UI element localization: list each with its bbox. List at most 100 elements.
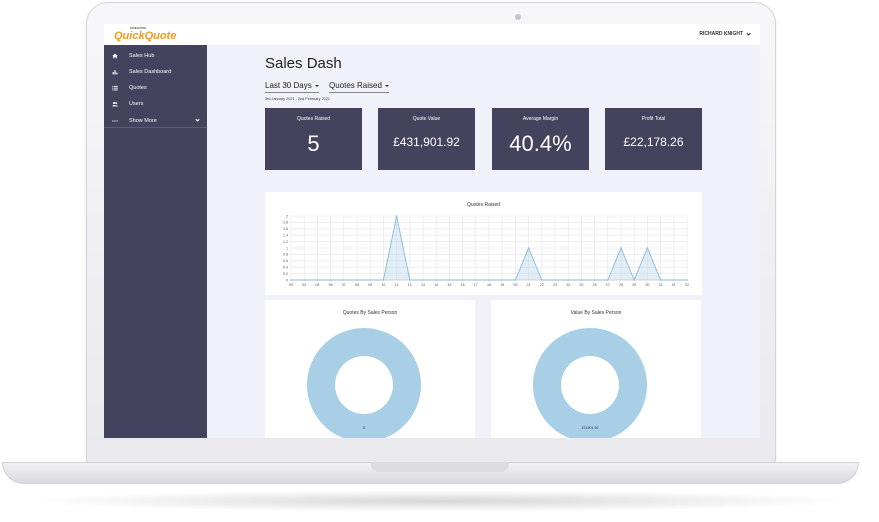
sidebar-item-label: Show More (129, 118, 157, 124)
x-tick-label: 06 (329, 283, 333, 287)
kpi-card-average-margin: Average Margin 40.4% (492, 108, 589, 170)
x-tick-label: 09 (368, 283, 372, 287)
x-tick-label: 16 (461, 283, 465, 287)
sidebar-item-label: Users (129, 101, 144, 107)
x-tick-label: 23 (553, 283, 557, 287)
sidebar-item-label: Sales Hub (129, 53, 155, 59)
data-point (646, 247, 649, 249)
x-tick-label: 28 (619, 283, 623, 287)
x-tick-label: 03 (289, 283, 293, 287)
pie-slice (533, 328, 647, 438)
sidebar-item-sales-dashboard[interactable]: Sales Dashboard (104, 65, 207, 79)
x-tick-label: 12 (408, 283, 412, 287)
value-by-sales-person-panel: Value By Sales Person 431901.92 (491, 300, 701, 438)
data-point (593, 279, 596, 281)
top-bar: CREATIVE QuickQuote RICHARD KNIGHT (104, 24, 760, 45)
caret-down-icon (314, 84, 319, 87)
data-point (395, 215, 398, 217)
chevron-down-icon (746, 30, 751, 36)
data-point (316, 279, 319, 281)
data-point (527, 247, 530, 249)
quotes-raised-chart-panel: Quotes Raised 0 0.2 0.4 0.6 0.8 1 1.2 1.4 1.6 1.8… (265, 192, 702, 295)
metric-filter-dropdown[interactable]: Quotes Raised (329, 81, 389, 93)
chevron-down-icon (195, 117, 200, 122)
kpi-card-quote-value: Quote Value £431,901.92 (378, 108, 475, 170)
kpi-card-profit-total: Profit Total £22,178.26 (605, 108, 702, 170)
x-tick-label: 31 (659, 283, 663, 287)
home-icon (112, 53, 118, 59)
kpi-card-quotes-raised: Quotes Raised 5 (265, 108, 362, 170)
data-point (435, 279, 437, 281)
data-point (461, 279, 464, 281)
metric-filter-label: Quotes Raised (329, 81, 382, 90)
caret-down-icon (384, 84, 389, 87)
main-content: Sales Dash Last 30 Days Quotes Raised 3r… (207, 45, 760, 438)
sidebar: Sales Hub Sales Dashboard Quotes Users (104, 45, 207, 438)
sidebar-item-label: Quotes (129, 85, 147, 91)
y-tick-label: 1.2 (283, 240, 288, 244)
x-tick-label: 08 (355, 283, 359, 287)
bar-chart-icon (112, 70, 118, 75)
y-tick-label: 1 (286, 246, 288, 250)
sidebar-divider (104, 127, 207, 128)
x-tick-label: 22 (540, 283, 544, 287)
data-point (567, 279, 569, 281)
sidebar-item-sales-hub[interactable]: Sales Hub (104, 49, 207, 63)
laptop-shadow (20, 490, 860, 512)
data-point (620, 247, 622, 249)
data-point (369, 279, 371, 281)
x-tick-label: 27 (606, 283, 610, 287)
quotes-by-sales-person-panel: Quotes By Sales Person 5 (265, 300, 475, 438)
data-point (409, 279, 411, 281)
y-tick-label: 0 (286, 278, 288, 282)
kpi-label: Average Margin (522, 116, 559, 122)
x-tick-label: 18 (487, 283, 491, 287)
kpi-value: 5 (307, 131, 320, 156)
data-point (488, 279, 490, 281)
x-tick-label: 25 (579, 283, 583, 287)
date-range-label: 3rd January 2021 - 2nd February 2021 (265, 97, 331, 101)
data-point (607, 279, 609, 281)
data-point (501, 279, 503, 281)
y-tick-label: 1.6 (283, 227, 288, 231)
kpi-value: £431,901.92 (393, 135, 460, 149)
sidebar-item-users[interactable]: Users (104, 97, 207, 111)
x-tick-label: 01 (672, 283, 676, 287)
data-point (514, 279, 517, 281)
series-area (291, 216, 687, 280)
data-point (303, 279, 305, 281)
kpi-value: £22,178.26 (623, 135, 684, 149)
y-tick-label: 0.6 (283, 259, 288, 263)
user-name: RICHARD KNIGHT (699, 31, 743, 37)
sidebar-item-show-more[interactable]: Show More (104, 114, 207, 128)
x-tick-label: 15 (447, 283, 451, 287)
x-tick-label: 17 (474, 283, 478, 287)
user-menu[interactable]: RICHARD KNIGHT (699, 30, 751, 37)
kpi-label: Quotes Raised (296, 116, 331, 122)
data-point (343, 279, 345, 281)
data-point (422, 279, 424, 281)
data-point (329, 279, 332, 281)
x-tick-label: 14 (434, 283, 438, 287)
data-point (475, 279, 477, 281)
data-point (356, 279, 358, 281)
data-point (673, 279, 675, 281)
kpi-label: Profit Total (641, 116, 666, 122)
data-point (554, 279, 556, 281)
slice-label: 5 (363, 426, 365, 430)
sidebar-item-quotes[interactable]: Quotes (104, 81, 207, 95)
x-tick-label: 26 (593, 283, 597, 287)
y-tick-label: 0.8 (283, 253, 288, 257)
period-filter-label: Last 30 Days (265, 81, 312, 90)
list-icon (112, 85, 118, 91)
chart-title: Quotes By Sales Person (342, 310, 398, 316)
x-tick-label: 30 (645, 283, 649, 287)
data-point (541, 279, 543, 281)
quotes-raised-chart: 0 0.2 0.4 0.6 0.8 1 1.2 1.4 1.6 1.8 2 03 04 05 06 07 08 0… (283, 214, 689, 287)
period-filter-dropdown[interactable]: Last 30 Days (265, 81, 319, 93)
x-tick-label: 10 (381, 283, 385, 287)
logo-text: QuickQuote (114, 30, 177, 42)
y-tick-label: 0.2 (283, 272, 288, 276)
data-point (633, 279, 635, 281)
camera-dot (515, 14, 521, 20)
